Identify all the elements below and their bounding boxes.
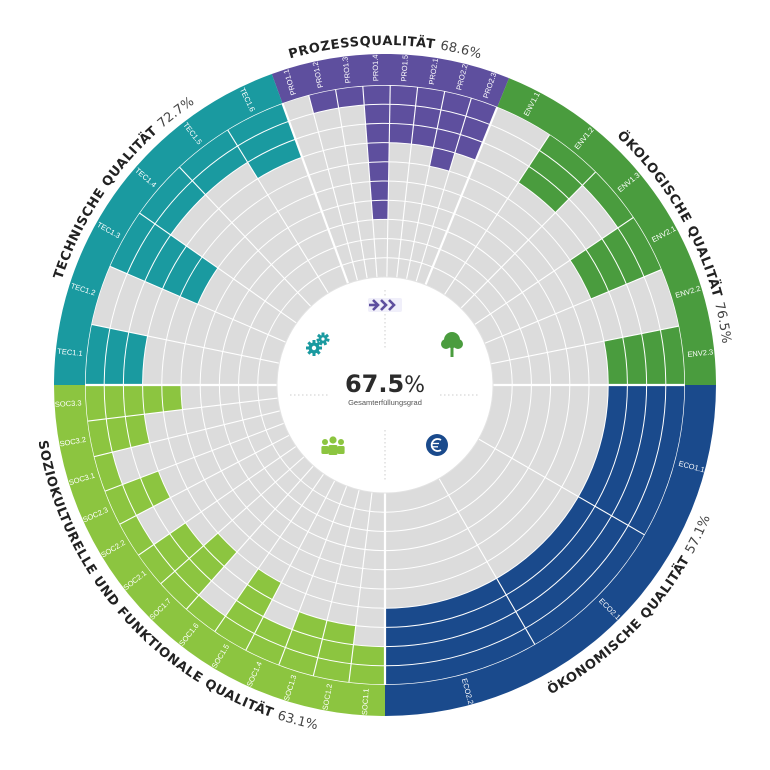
criterion-separator — [396, 55, 422, 278]
criterion-label: SOC1.1 — [360, 688, 371, 715]
criterion-separator — [359, 54, 378, 278]
criterion-label: ENV2.3 — [687, 347, 714, 359]
ring-gridline — [199, 199, 571, 571]
criterion-bar — [582, 171, 634, 228]
criterion-label: PRO1.5 — [399, 55, 410, 82]
category-band-tec — [54, 73, 283, 386]
criterion-separator — [267, 485, 348, 695]
criterion-bar — [429, 91, 472, 172]
criterion-separator — [112, 445, 297, 574]
criterion-bar — [313, 620, 356, 683]
criterion-label: PRO1.4 — [371, 54, 381, 81]
criterion-separator — [329, 58, 368, 279]
criterion-bar — [603, 326, 685, 385]
ring-gridline — [103, 103, 667, 667]
category-band-pro — [271, 53, 509, 107]
category-separator — [270, 72, 350, 284]
center-disc-outline — [276, 276, 494, 494]
criterion-separator — [405, 60, 452, 280]
category-icons — [306, 298, 463, 456]
euro-icon — [426, 434, 448, 456]
criterion-bar — [85, 324, 148, 385]
criterion-separator — [196, 473, 325, 658]
criterion-bar — [411, 86, 445, 148]
criterion-separator — [443, 108, 568, 296]
criterion-bar — [109, 212, 218, 305]
criterion-separator — [415, 67, 481, 282]
ring-gridline — [142, 142, 628, 628]
criterion-bar — [104, 470, 171, 525]
criterion-separator — [230, 480, 336, 679]
ring-gridline — [122, 122, 648, 648]
chart-gridlines — [53, 54, 717, 717]
criterion-bar — [362, 85, 391, 220]
criterion-separator — [75, 422, 285, 503]
criterion-bar — [186, 595, 226, 632]
ring-gridline — [218, 218, 552, 552]
criterion-separator — [56, 397, 278, 426]
criterion-separator — [484, 256, 691, 344]
category-outer-bands — [54, 53, 716, 716]
category-band-env — [497, 78, 716, 385]
ring-gridline — [180, 180, 590, 590]
criterion-separator — [113, 194, 297, 324]
criterion-label: TEC1.1 — [57, 347, 83, 359]
criterion-separator — [386, 54, 392, 278]
criterion-separator — [60, 317, 280, 364]
criterion-bar — [496, 496, 645, 645]
criterion-separator — [344, 492, 373, 714]
criterion-separator — [424, 77, 510, 286]
criterion-bar — [138, 522, 204, 584]
criterion-bar — [385, 578, 535, 685]
criterion-bar — [87, 414, 150, 457]
category-band-soc — [54, 385, 385, 716]
criterion-separator — [490, 319, 710, 365]
people-icon — [321, 436, 345, 455]
ring-gridline — [257, 257, 513, 513]
criterion-separator — [157, 143, 312, 307]
gears-icon — [306, 332, 330, 356]
tree-icon — [441, 332, 463, 357]
criterion-separator — [165, 465, 314, 634]
criterion-bar — [454, 97, 498, 161]
double-chevron-icon — [368, 298, 402, 312]
criterion-bar — [389, 85, 418, 145]
criterion-label: SOC3.3 — [55, 398, 82, 409]
criterion-separator — [136, 456, 305, 605]
total-fulfillment-label: Gesamterfüllungsgrad — [348, 398, 422, 407]
total-fulfillment-value: 67.5% — [345, 370, 425, 398]
category-band-eco — [385, 385, 716, 716]
criterion-separator — [210, 102, 329, 294]
ring-gridline — [161, 161, 609, 609]
criterion-separator — [438, 478, 551, 672]
criterion-bar — [119, 515, 154, 556]
criterion-bar — [214, 568, 282, 651]
criterion-bar — [160, 533, 237, 610]
unfilled-background — [84, 85, 685, 685]
criterion-bar — [278, 611, 327, 677]
chart-segments — [84, 85, 685, 685]
criterion-separator — [63, 410, 281, 465]
criterion-bar — [308, 89, 339, 114]
criterion-label: PRO2.1 — [427, 57, 440, 85]
criterion-separator — [460, 149, 619, 309]
criterion-separator — [474, 199, 660, 326]
criterion-bar — [578, 385, 685, 535]
criterion-separator — [305, 489, 360, 707]
criterion-separator — [300, 64, 359, 281]
criterion-separator — [80, 253, 287, 343]
ring-gridline — [238, 238, 532, 532]
criterion-separator — [478, 438, 672, 551]
criterion-bar — [335, 85, 365, 109]
criterion-separator — [91, 434, 290, 540]
criterion-bar — [93, 452, 123, 492]
criterion-label: PRO1.3 — [340, 56, 352, 84]
